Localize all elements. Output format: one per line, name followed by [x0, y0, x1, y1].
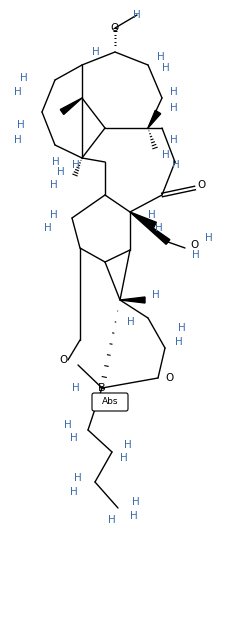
Text: H: H	[133, 10, 140, 20]
Text: H: H	[191, 250, 199, 260]
Text: H: H	[52, 157, 60, 167]
Text: H: H	[72, 160, 79, 170]
Text: H: H	[50, 180, 58, 190]
Text: H: H	[64, 420, 72, 430]
Text: H: H	[14, 135, 22, 145]
Polygon shape	[60, 98, 82, 114]
Text: O: O	[164, 373, 172, 383]
Text: H: H	[57, 167, 65, 177]
Text: H: H	[44, 223, 52, 233]
Text: H: H	[129, 511, 137, 521]
Text: O: O	[197, 180, 205, 190]
Text: H: H	[74, 473, 82, 483]
Polygon shape	[147, 111, 160, 128]
Text: H: H	[169, 135, 177, 145]
Text: H: H	[131, 497, 139, 507]
Text: Abs: Abs	[101, 398, 118, 406]
Text: H: H	[156, 52, 164, 62]
Text: H: H	[72, 383, 80, 393]
Text: H: H	[169, 103, 177, 113]
Text: H: H	[92, 47, 100, 57]
Text: H: H	[174, 337, 182, 347]
Text: H: H	[169, 87, 177, 97]
Text: H: H	[154, 223, 162, 233]
Polygon shape	[120, 297, 144, 303]
Text: B: B	[98, 383, 105, 393]
FancyBboxPatch shape	[92, 393, 128, 411]
Text: H: H	[171, 160, 179, 170]
Text: H: H	[151, 290, 159, 300]
Text: H: H	[108, 515, 115, 525]
Text: O: O	[60, 355, 68, 365]
Polygon shape	[129, 212, 169, 244]
Text: H: H	[20, 73, 28, 83]
Text: H: H	[14, 87, 22, 97]
Text: H: H	[147, 210, 155, 220]
Text: O: O	[110, 23, 119, 33]
Text: H: H	[127, 317, 134, 327]
Text: O: O	[189, 240, 197, 250]
Text: H: H	[17, 120, 25, 130]
Text: H: H	[204, 233, 212, 243]
Text: H: H	[161, 150, 169, 160]
Text: H: H	[177, 323, 185, 333]
Text: H: H	[161, 63, 169, 73]
Text: H: H	[70, 433, 78, 443]
Text: H: H	[50, 210, 58, 220]
Text: H: H	[70, 487, 78, 497]
Polygon shape	[129, 212, 156, 228]
Text: H: H	[123, 440, 131, 450]
Text: H: H	[120, 453, 127, 463]
